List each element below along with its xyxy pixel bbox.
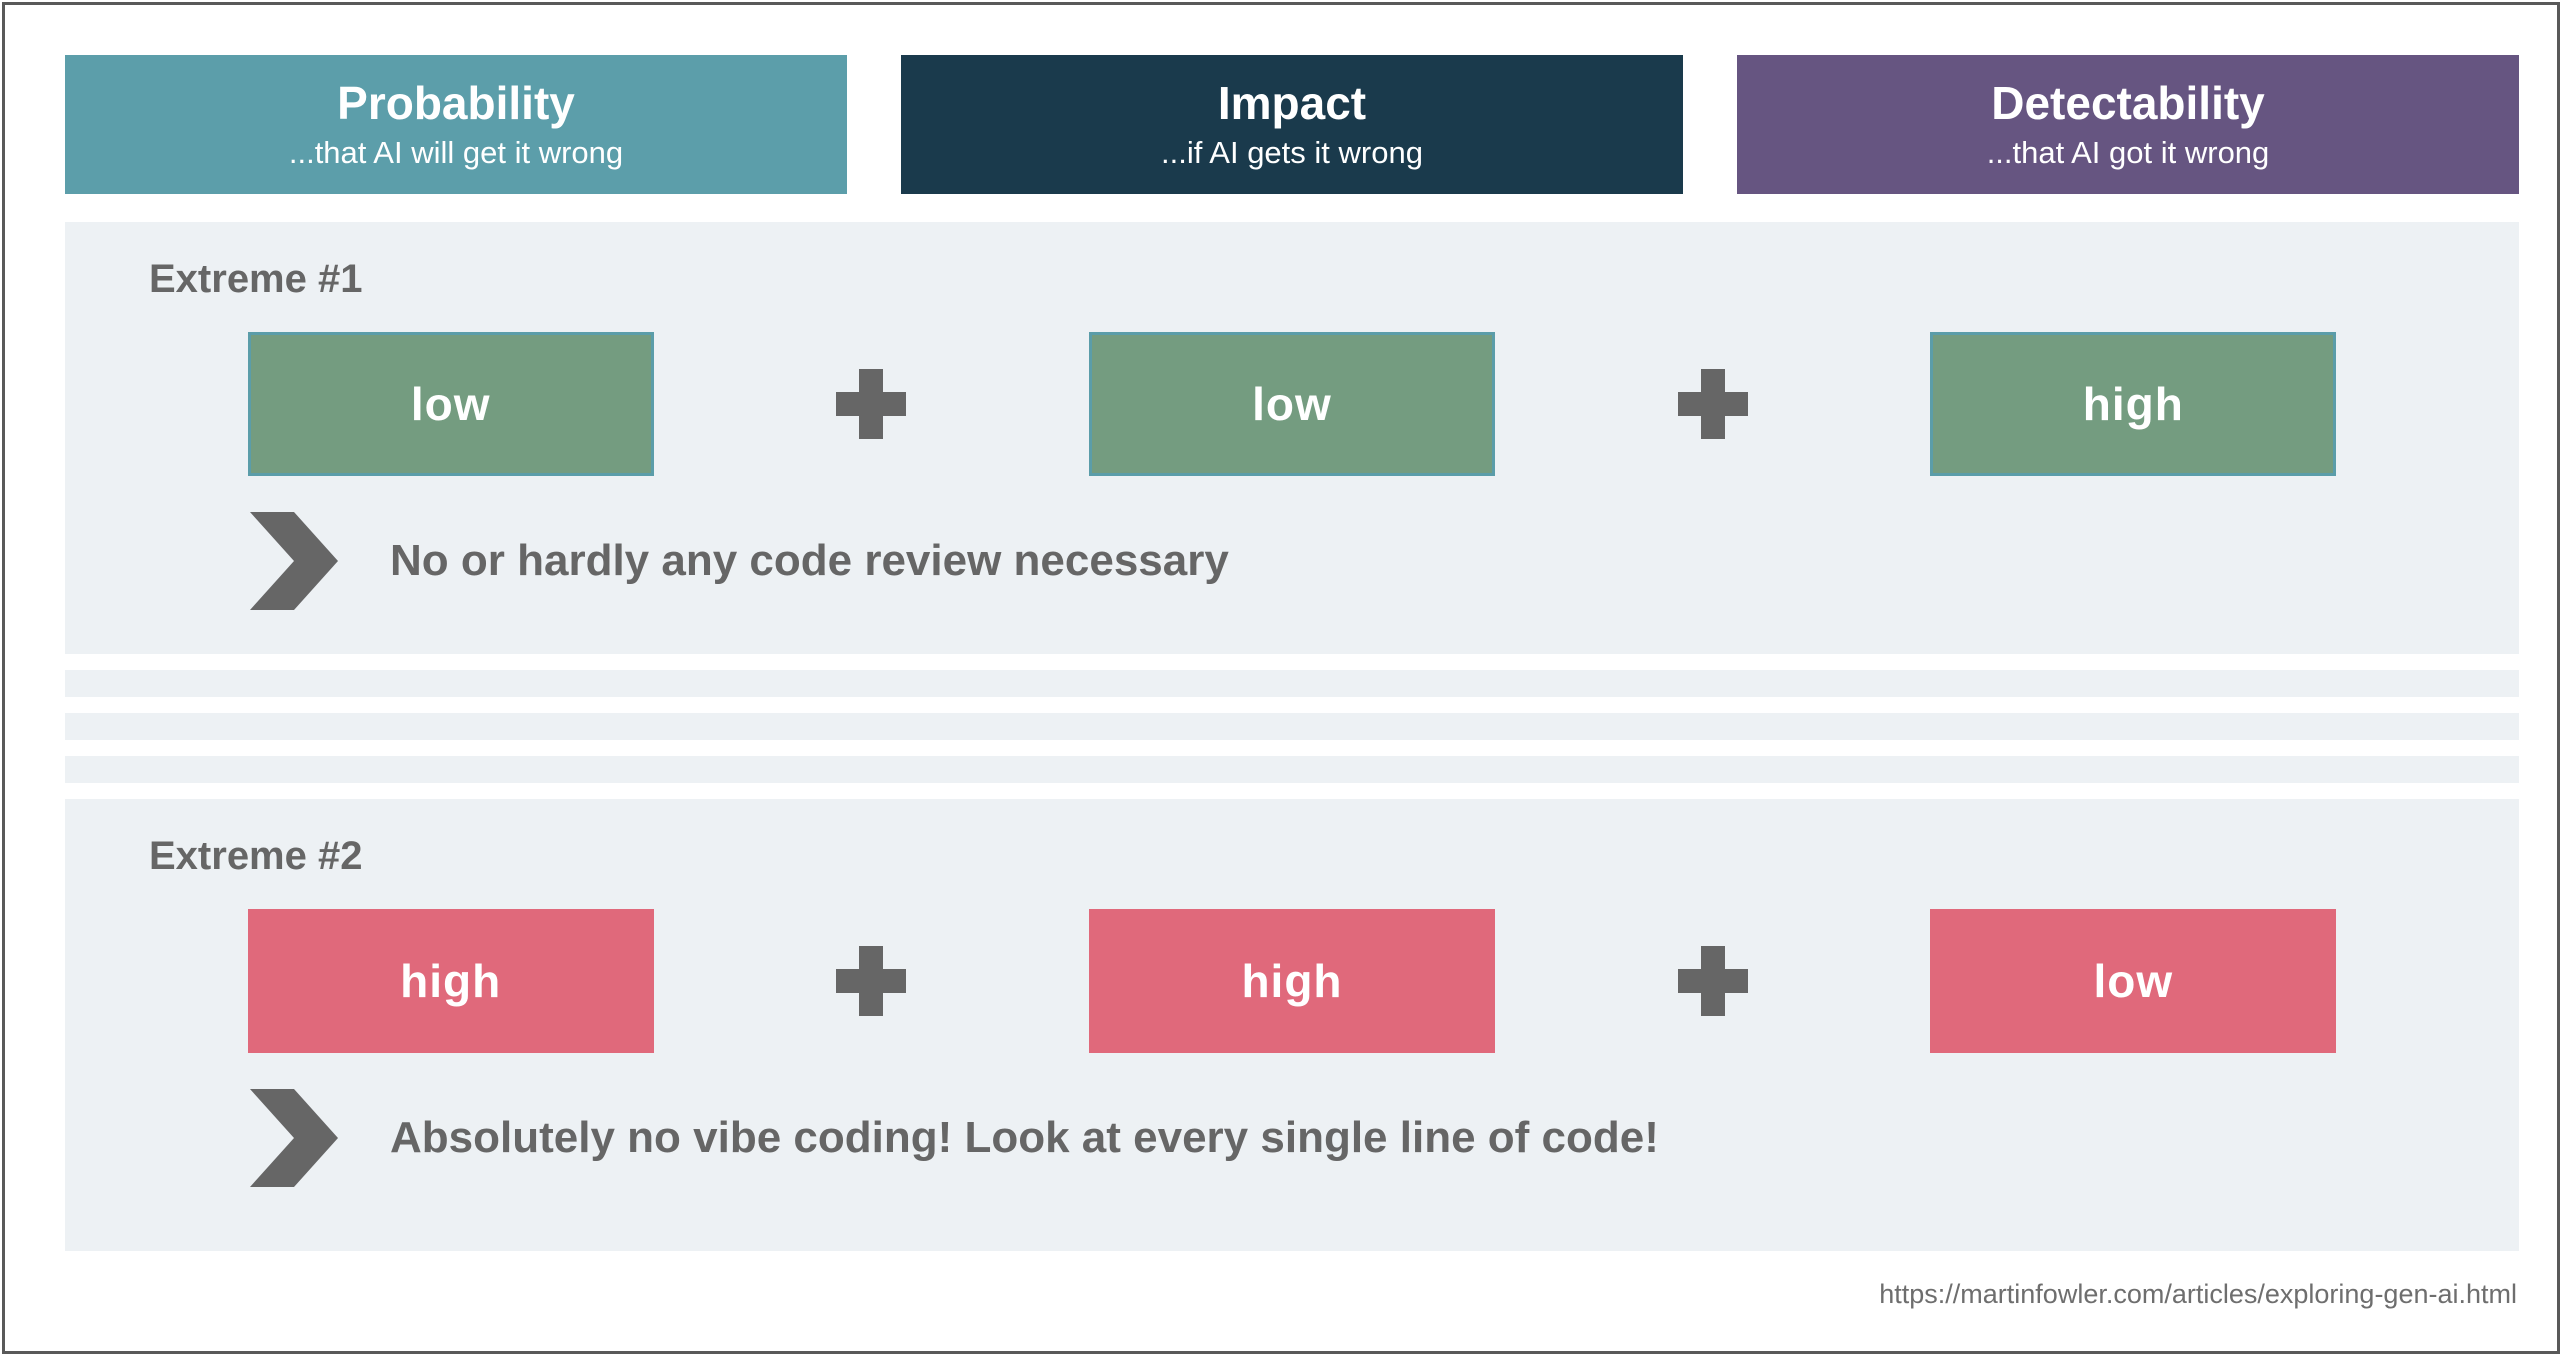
extreme-2-panel: Extreme #2 high high low — [65, 799, 2519, 1251]
extreme-1-value-row: low low high — [65, 332, 2519, 476]
chevron-right-icon — [250, 512, 338, 610]
value-label: high — [2082, 378, 2184, 430]
impact-cell: high — [906, 909, 1677, 1053]
value-label: low — [1252, 378, 1332, 430]
header-title: Impact — [1217, 77, 1367, 130]
header-card-impact: Impact ...if AI gets it wrong — [901, 55, 1683, 194]
value-label: high — [400, 955, 502, 1007]
value-label: low — [410, 378, 491, 430]
plus-icon — [1677, 369, 1748, 439]
impact-value-box: high — [1088, 909, 1495, 1053]
header-card-probability: Probability ...that AI will get it wrong — [65, 55, 847, 194]
header-subtitle: ...that AI got it wrong — [1986, 135, 2270, 171]
impact-value-box: low — [1088, 332, 1495, 476]
header-title: Detectability — [1991, 77, 2265, 130]
detectability-value-box: low — [1930, 909, 2337, 1053]
conclusion-text: Absolutely no vibe coding! Look at every… — [390, 1113, 1659, 1162]
detectability-value-box: high — [1930, 332, 2337, 476]
value-label: low — [2093, 955, 2174, 1007]
header-title: Probability — [337, 77, 575, 130]
detectability-cell: high — [1748, 332, 2519, 476]
source-url: https://martinfowler.com/articles/explor… — [1879, 1279, 2517, 1309]
header-subtitle: ...if AI gets it wrong — [1161, 135, 1423, 171]
extreme-1-label: Extreme #1 — [149, 257, 363, 301]
probability-value-box: low — [247, 332, 654, 476]
extreme-1-panel: Extreme #1 low low high — [65, 222, 2519, 654]
probability-cell: high — [65, 909, 836, 1053]
impact-cell: low — [906, 332, 1677, 476]
extreme-2-label: Extreme #2 — [149, 834, 363, 878]
conclusion-text: No or hardly any code review necessary — [390, 536, 1229, 585]
probability-cell: low — [65, 332, 836, 476]
plus-icon — [1677, 946, 1748, 1016]
extreme-2-conclusion-row: Absolutely no vibe coding! Look at every… — [250, 1089, 2519, 1187]
plus-icon — [836, 369, 907, 439]
extreme-2-value-row: high high low — [65, 909, 2519, 1053]
value-label: high — [1241, 955, 1343, 1007]
header-subtitle: ...that AI will get it wrong — [288, 135, 624, 171]
divider-stripe — [65, 756, 2519, 783]
divider-stripe — [65, 713, 2519, 740]
header-card-detectability: Detectability ...that AI got it wrong — [1737, 55, 2519, 194]
divider-stripe — [65, 670, 2519, 697]
extreme-1-conclusion-row: No or hardly any code review necessary — [250, 512, 2519, 610]
plus-icon — [836, 946, 907, 1016]
header-row: Probability ...that AI will get it wrong… — [65, 55, 2519, 194]
detectability-cell: low — [1748, 909, 2519, 1053]
chevron-right-icon — [250, 1089, 338, 1187]
probability-value-box: high — [247, 909, 654, 1053]
